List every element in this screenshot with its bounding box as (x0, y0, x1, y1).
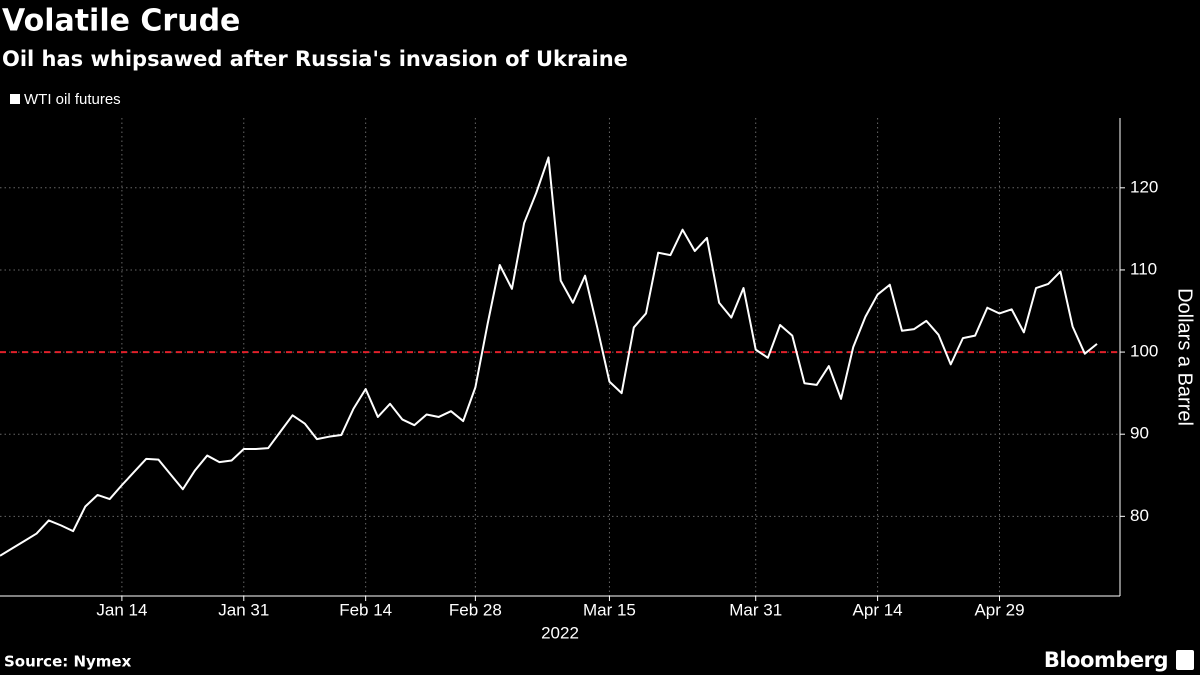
x-tick-label: Apr 29 (974, 600, 1024, 619)
chart-subtitle: Oil has whipsawed after Russia's invasio… (2, 47, 628, 71)
x-tick-label: Mar 15 (583, 600, 636, 619)
y-tick-label: 110 (1130, 259, 1157, 278)
legend-label: WTI oil futures (24, 91, 121, 108)
y-tick-label: 100 (1130, 342, 1158, 361)
y-tick-label: 80 (1130, 506, 1149, 525)
legend-swatch (10, 94, 20, 104)
brand-icon (1176, 650, 1194, 670)
x-tick-label: Jan 14 (96, 600, 147, 619)
x-tick-label: Apr 14 (853, 600, 903, 619)
x-tick-label: Mar 31 (729, 600, 782, 619)
source: Source: Nymex (4, 653, 132, 671)
line-series (0, 156, 1098, 557)
brand: Bloomberg (1044, 648, 1168, 672)
y-axis-label: Dollars a Barrel (1174, 288, 1196, 426)
x-tick-label: Jan 31 (218, 600, 269, 619)
y-tick-label: 120 (1130, 177, 1158, 196)
chart-title: Volatile Crude (2, 4, 240, 39)
x-axis-label: 2022 (541, 623, 579, 642)
x-tick-label: Feb 14 (339, 600, 392, 619)
y-tick-label: 90 (1130, 424, 1149, 443)
x-tick-label: Feb 28 (449, 600, 502, 619)
